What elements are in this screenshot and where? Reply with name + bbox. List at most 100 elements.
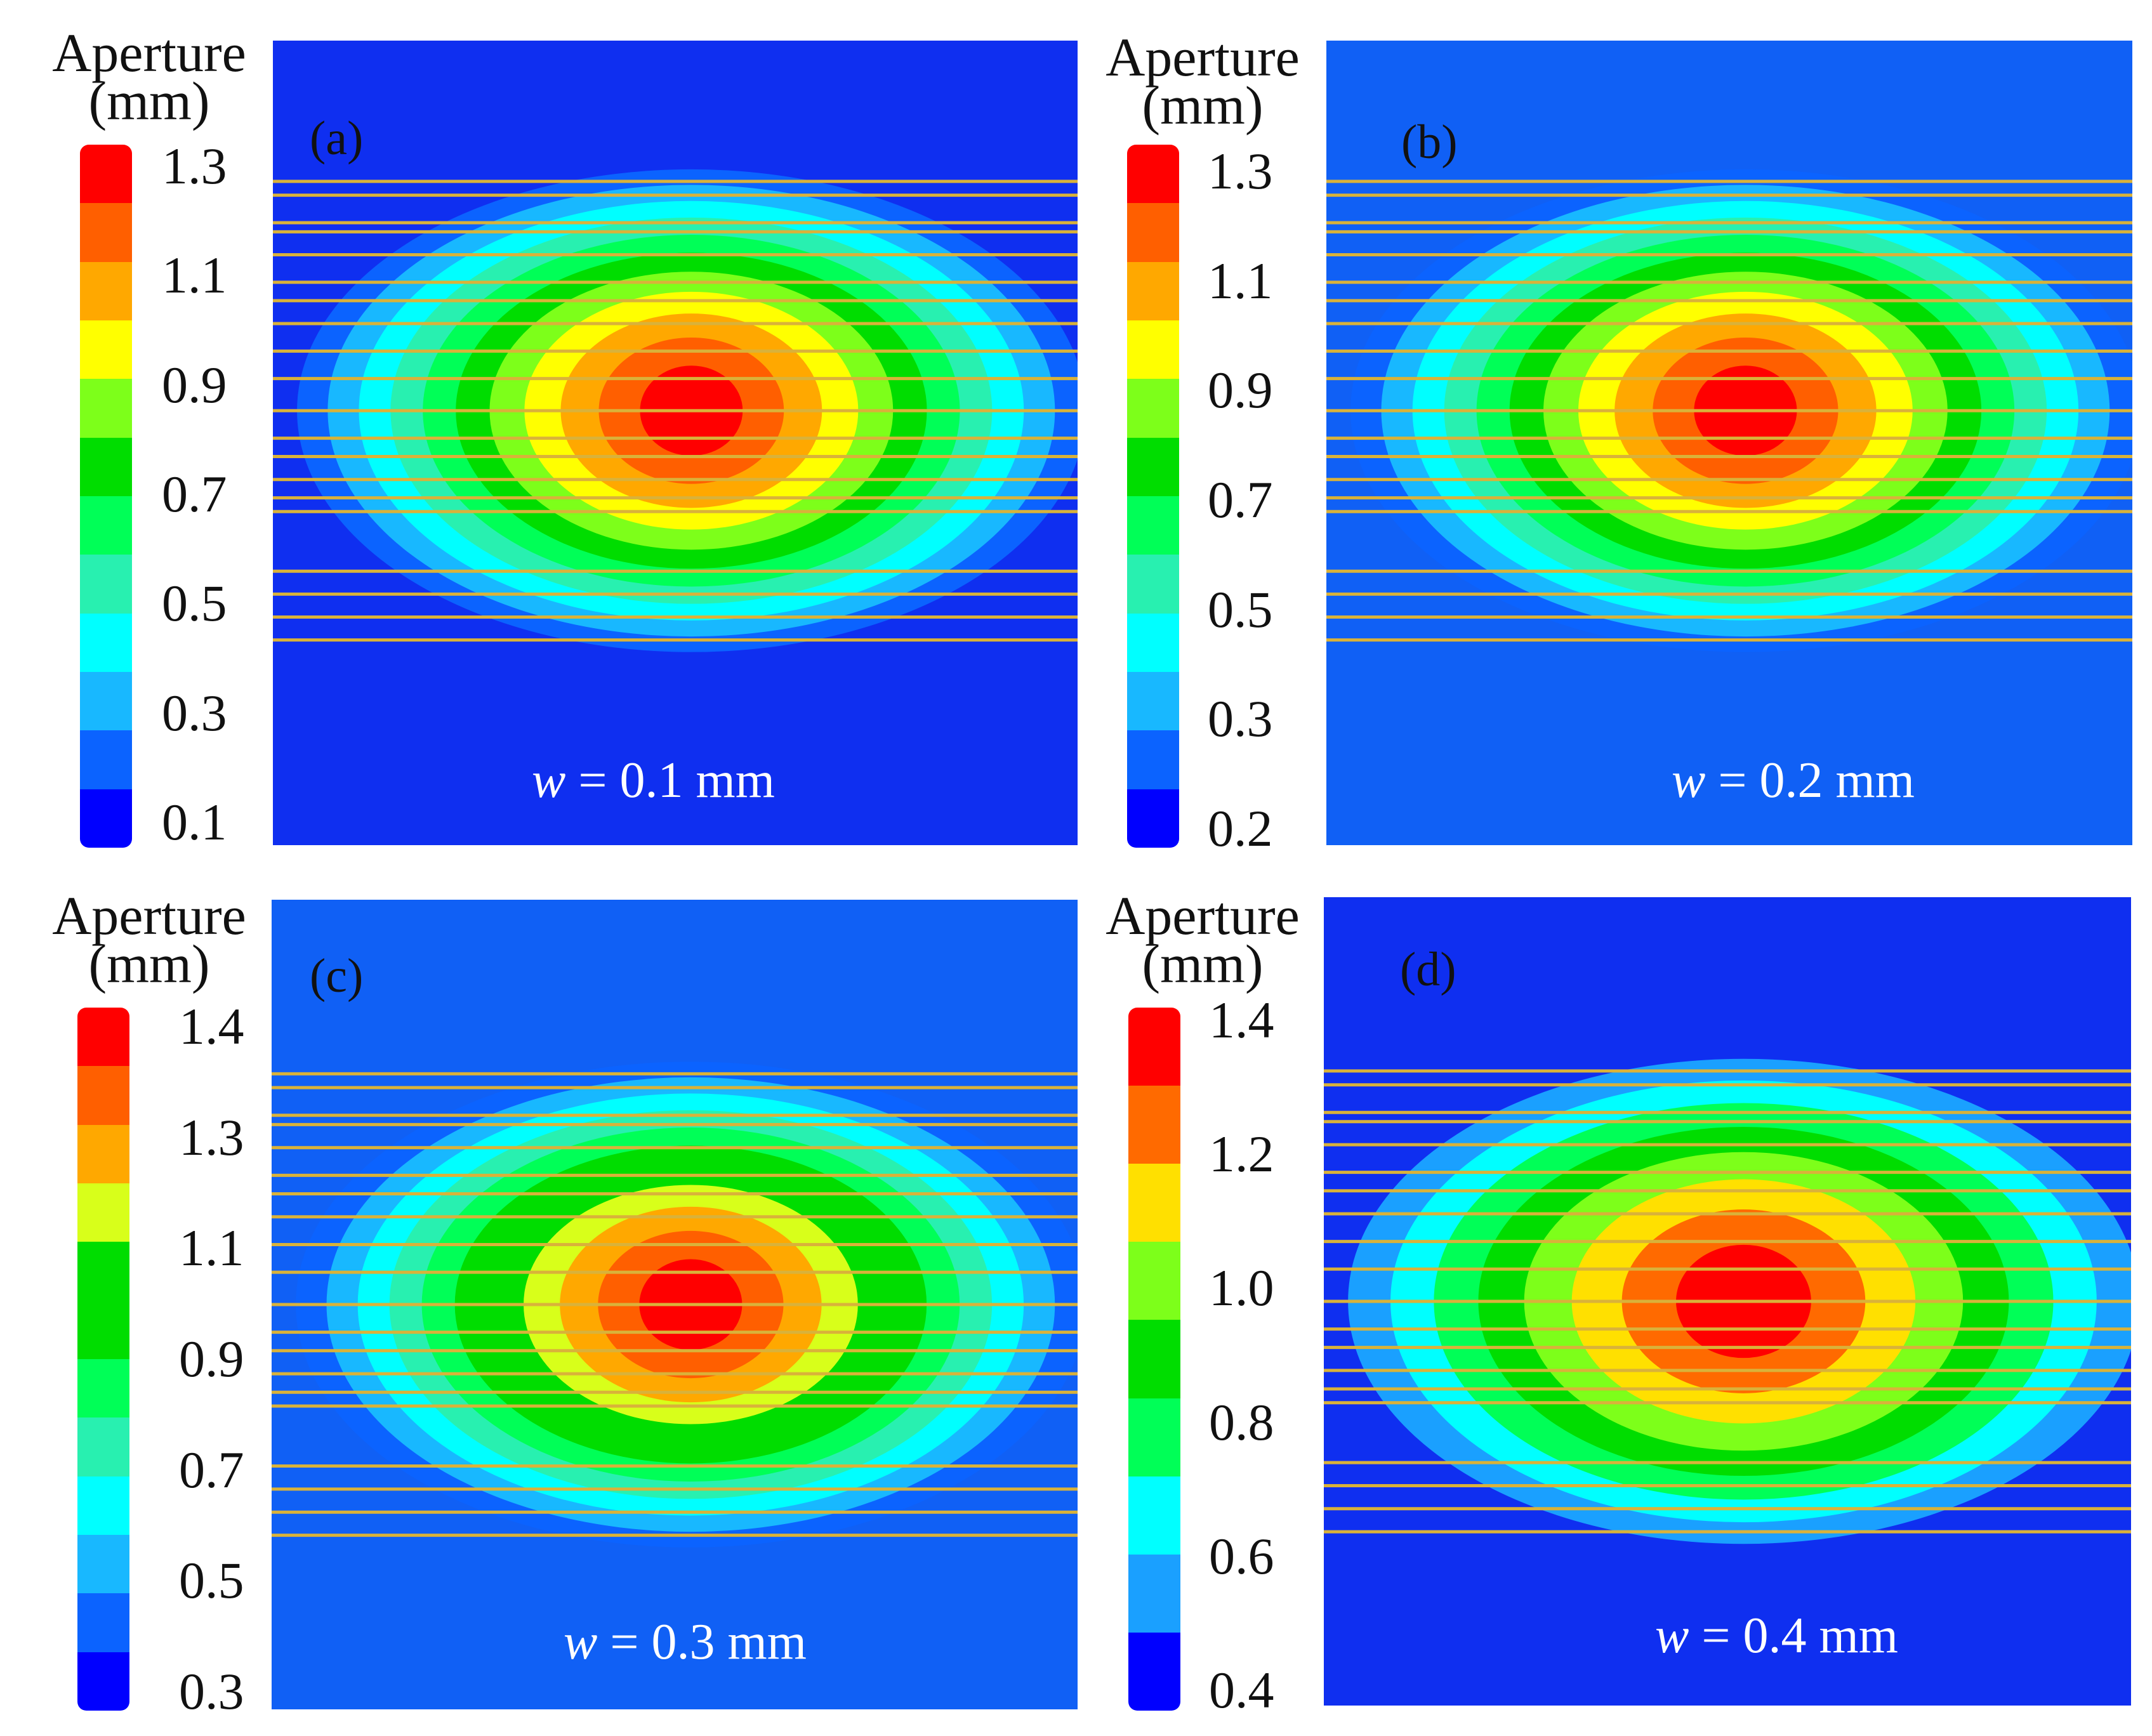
- colorbar-title: Aperture (mm): [25, 22, 273, 131]
- fracture-width-label: w = 0.4 mm: [1655, 1610, 1898, 1661]
- colorbar-tick-label: 0.1: [162, 793, 227, 851]
- colorbar-tick-label: 1.1: [179, 1219, 244, 1277]
- colorbar-level: [77, 1417, 129, 1478]
- fracture-width-label: w = 0.1 mm: [532, 755, 775, 806]
- colorbar-level: [77, 1300, 129, 1362]
- colorbar-level: [77, 1183, 129, 1244]
- heatmap-plot: [1326, 41, 2132, 845]
- colorbar-level: [1127, 555, 1179, 615]
- colorbar-level: [1127, 730, 1179, 791]
- width-value: = 0.1 mm: [565, 753, 775, 808]
- colorbar-tick-label: 0.5: [179, 1551, 244, 1610]
- width-symbol: w: [532, 753, 566, 808]
- colorbar: [80, 145, 132, 848]
- panel-label: (d): [1400, 943, 1456, 996]
- colorbar-title-line1: Aperture: [1106, 885, 1300, 946]
- colorbar-level: [1127, 789, 1179, 848]
- colorbar-level: [80, 555, 132, 615]
- colorbar-tick-label: 1.2: [1209, 1125, 1274, 1183]
- colorbar-level: [1128, 1554, 1180, 1635]
- colorbar-tick-label: 0.7: [179, 1440, 244, 1499]
- colorbar-title-line2: (mm): [88, 70, 210, 131]
- colorbar-level: [77, 1066, 129, 1127]
- colorbar-level: [1128, 1086, 1180, 1166]
- colorbar-level: [1127, 496, 1179, 557]
- colorbar-title: Aperture (mm): [25, 888, 273, 994]
- colorbar-tick-label: 0.2: [1208, 799, 1273, 857]
- colorbar-tick-label: 1.4: [179, 997, 244, 1055]
- width-value: = 0.3 mm: [597, 1614, 807, 1670]
- colorbar-level: [77, 1476, 129, 1537]
- colorbar-level: [1127, 437, 1179, 499]
- colorbar-tick-label: 0.9: [162, 355, 227, 414]
- colorbar-tick-label: 0.5: [162, 574, 227, 633]
- colorbar-level: [80, 672, 132, 733]
- colorbar-tick-label: 0.6: [1209, 1527, 1274, 1585]
- colorbar-level: [1127, 261, 1179, 323]
- colorbar-level: [1128, 1164, 1180, 1244]
- heatmap-plot: [273, 41, 1078, 845]
- colorbar-level: [1128, 1632, 1180, 1711]
- colorbar-level: [1128, 1398, 1180, 1478]
- colorbar-title-line1: Aperture: [52, 22, 246, 83]
- colorbar-tick-label: 1.3: [162, 137, 227, 195]
- colorbar-level: [1128, 1476, 1180, 1557]
- colorbar-title-line1: Aperture: [1106, 27, 1300, 88]
- heatmap-plot: [272, 900, 1078, 1709]
- heatmap-svg: [272, 900, 1078, 1709]
- colorbar-title-line2: (mm): [1142, 75, 1264, 136]
- colorbar-tick-label: 0.4: [1209, 1661, 1274, 1719]
- colorbar-level: [80, 789, 132, 848]
- colorbar-level: [1128, 1242, 1180, 1322]
- colorbar: [1127, 145, 1179, 848]
- heatmap-plot: [1324, 897, 2131, 1706]
- width-value: = 0.4 mm: [1689, 1608, 1898, 1664]
- colorbar-tick-label: 1.4: [1209, 991, 1274, 1049]
- colorbar-level: [80, 203, 132, 264]
- heatmap-svg: [273, 41, 1078, 845]
- heatmap-svg: [1324, 897, 2131, 1706]
- colorbar-tick-label: 0.7: [162, 465, 227, 523]
- colorbar-tick-label: 1.1: [162, 246, 227, 305]
- colorbar-title: Aperture (mm): [1079, 885, 1326, 994]
- colorbar-tick-label: 0.7: [1208, 471, 1273, 529]
- colorbar-level: [1127, 320, 1179, 381]
- colorbar-level: [1127, 613, 1179, 674]
- colorbar-tick-label: 1.3: [1208, 142, 1273, 200]
- panel-label: (a): [310, 112, 364, 165]
- colorbar-tick-label: 1.3: [179, 1108, 244, 1166]
- panel-label: (b): [1401, 115, 1458, 169]
- colorbar-title-line2: (mm): [88, 933, 210, 994]
- colorbar-tick-label: 1.0: [1209, 1259, 1274, 1317]
- colorbar-tick-label: 0.3: [179, 1662, 244, 1720]
- colorbar-level: [80, 261, 132, 323]
- panel-label: (c): [310, 949, 364, 1003]
- colorbar-level: [77, 1593, 129, 1654]
- colorbar-tick-label: 0.9: [179, 1330, 244, 1388]
- colorbar-level: [77, 1535, 129, 1596]
- width-symbol: w: [564, 1614, 598, 1670]
- colorbar-level: [80, 437, 132, 499]
- width-symbol: w: [1672, 753, 1706, 808]
- colorbar-tick-label: 0.3: [162, 683, 227, 742]
- colorbar-level: [80, 613, 132, 674]
- fracture-width-label: w = 0.3 mm: [564, 1617, 807, 1667]
- colorbar-level: [80, 145, 132, 206]
- colorbar-title-line2: (mm): [1142, 933, 1264, 994]
- colorbar-level: [1127, 379, 1179, 440]
- colorbar-level: [77, 1242, 129, 1303]
- width-symbol: w: [1655, 1608, 1689, 1664]
- colorbar-level: [77, 1359, 129, 1420]
- colorbar-level: [77, 1124, 129, 1186]
- heatmap-svg: [1326, 41, 2132, 845]
- colorbar-level: [1127, 145, 1179, 206]
- colorbar-level: [1128, 1008, 1180, 1088]
- colorbar: [1128, 1008, 1180, 1711]
- width-value: = 0.2 mm: [1705, 753, 1915, 808]
- colorbar-level: [80, 320, 132, 381]
- fracture-width-label: w = 0.2 mm: [1672, 755, 1915, 806]
- colorbar-tick-label: 0.9: [1208, 361, 1273, 419]
- colorbar-level: [1127, 203, 1179, 264]
- colorbar-tick-label: 1.1: [1208, 251, 1273, 310]
- colorbar-level: [77, 1652, 129, 1711]
